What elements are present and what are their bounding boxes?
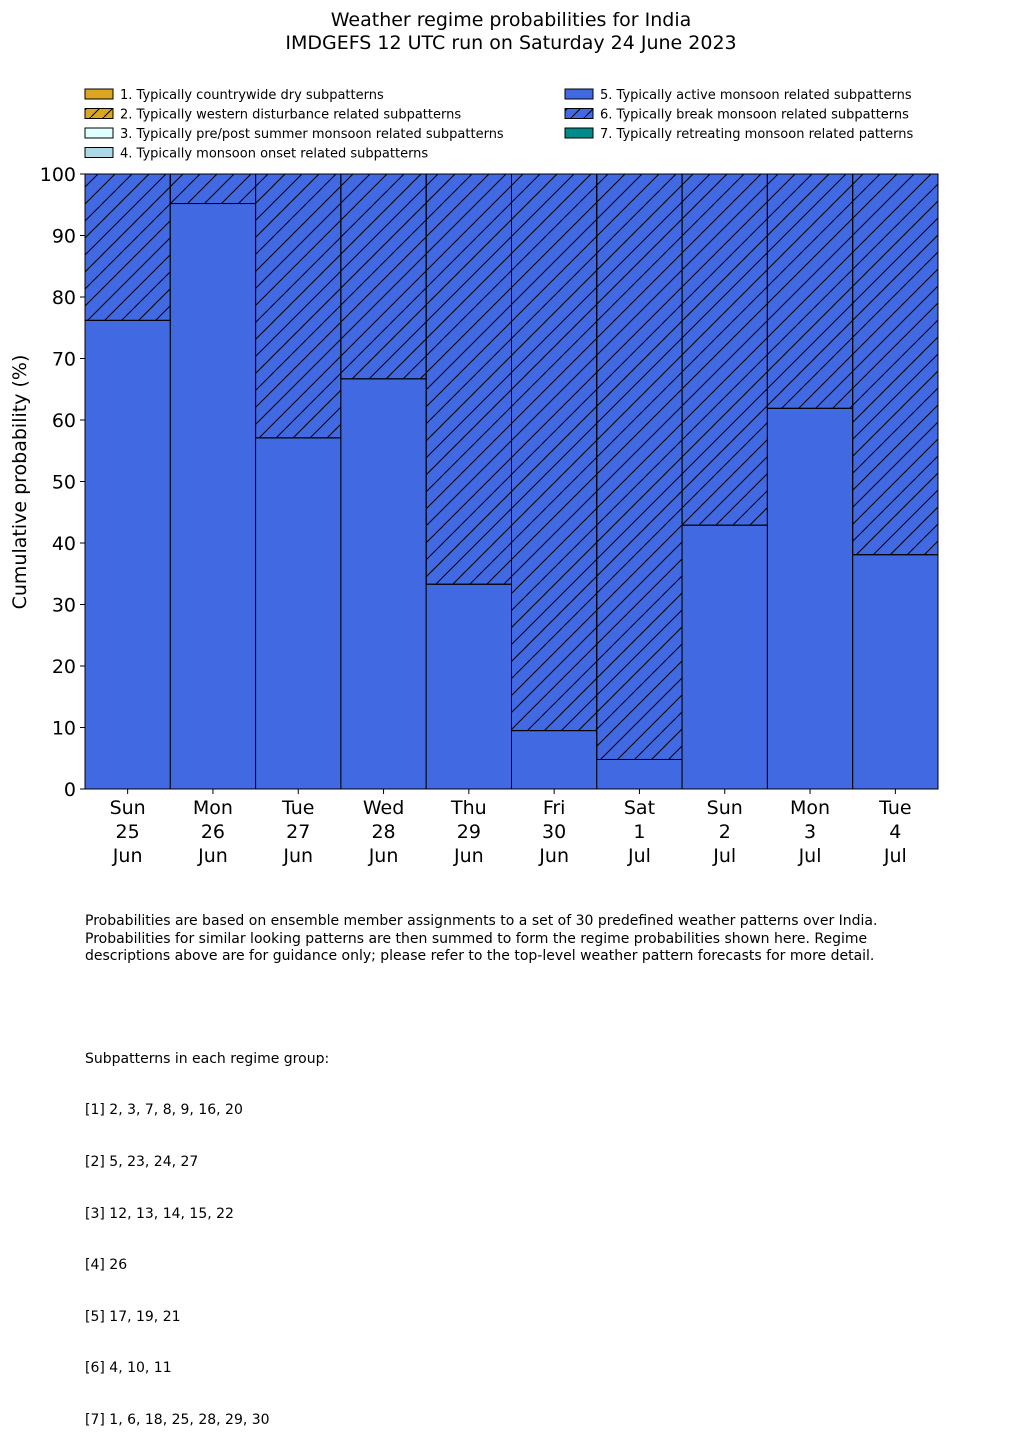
y-tick-label: 20	[52, 656, 76, 678]
y-tick-label: 90	[52, 226, 76, 248]
notes-group: [7] 1, 6, 18, 25, 28, 29, 30	[85, 1412, 270, 1429]
bar-segment	[596, 758, 683, 790]
bar-segment	[255, 437, 342, 790]
notes-group: [1] 2, 3, 7, 8, 9, 16, 20	[85, 1102, 243, 1119]
x-tick-label: Jun	[368, 845, 399, 867]
bar-hatch	[681, 173, 768, 526]
x-tick-label: Jun	[112, 845, 143, 867]
x-tick-label: Sat	[624, 797, 655, 819]
bar-segment	[84, 319, 171, 790]
x-tick-label: Tue	[878, 797, 911, 819]
x-tick-label: Jul	[798, 845, 822, 867]
legend: 1. Typically countrywide dry subpatterns…	[84, 88, 913, 162]
bar-hatch	[511, 173, 598, 732]
bar-segment	[425, 583, 513, 790]
notes-group: [4] 26	[85, 1257, 128, 1274]
notes: Probabilities are based on ensemble memb…	[85, 879, 877, 1447]
notes-description: Probabilities are based on ensemble memb…	[85, 913, 878, 964]
bar-hatch	[340, 173, 427, 380]
notes-group: [5] 17, 19, 21	[85, 1308, 181, 1325]
x-tick-label: 2	[719, 821, 731, 843]
y-tick-label: 60	[52, 410, 76, 432]
legend-swatch	[84, 127, 114, 139]
x-tick-label: Jul	[883, 845, 907, 867]
x-tick-label: Jun	[282, 845, 313, 867]
legend-swatch	[84, 147, 114, 158]
notes-group: [2] 5, 23, 24, 27	[85, 1154, 199, 1171]
bar-hatch	[596, 173, 683, 760]
x-tick-label: Wed	[363, 797, 404, 819]
legend-label: 4. Typically monsoon onset related subpa…	[120, 147, 428, 162]
bar-hatch	[766, 173, 854, 409]
y-tick-label: 50	[52, 472, 76, 494]
legend-swatch-hatch	[84, 108, 114, 119]
x-tick-label: 28	[371, 821, 395, 843]
x-tick-label: 27	[286, 821, 310, 843]
legend-swatch	[564, 88, 594, 100]
y-tick-label: 30	[52, 595, 76, 617]
x-tick-label: 25	[116, 821, 140, 843]
bar-segment	[681, 524, 768, 790]
chart-title: Weather regime probabilities for India	[331, 9, 692, 31]
x-tick-label: 26	[201, 821, 225, 843]
bar-segment	[852, 554, 939, 790]
y-tick-label: 80	[52, 287, 76, 309]
notes-group: [3] 12, 13, 14, 15, 22	[85, 1205, 234, 1222]
bar-segment	[340, 378, 427, 790]
x-tick-label: 30	[542, 821, 566, 843]
y-tick-label: 10	[52, 718, 76, 740]
x-tick-label: 1	[633, 821, 645, 843]
x-tick-label: Mon	[193, 797, 233, 819]
x-tick-label: 3	[804, 821, 816, 843]
bar-hatch	[425, 173, 513, 585]
bar-segment	[169, 203, 257, 790]
bar-segment	[511, 730, 598, 790]
x-tick-label: Sun	[110, 797, 146, 819]
x-tick-label: Thu	[450, 797, 487, 819]
y-tick-label: 40	[52, 533, 76, 555]
legend-label: 7. Typically retreating monsoon related …	[600, 127, 913, 142]
x-tick-label: Sun	[707, 797, 743, 819]
x-tick-label: Fri	[543, 797, 566, 819]
legend-swatch	[564, 127, 594, 139]
x-tick-label: 29	[457, 821, 481, 843]
axes: 0102030405060708090100Sun25JunMon26JunTu…	[40, 164, 939, 867]
legend-label: 6. Typically break monsoon related subpa…	[600, 108, 909, 123]
x-tick-label: 4	[889, 821, 901, 843]
y-axis-label: Cumulative probability (%)	[9, 355, 31, 610]
y-tick-label: 100	[40, 164, 76, 186]
bars	[84, 173, 939, 790]
x-tick-label: Jun	[453, 845, 484, 867]
legend-swatch-hatch	[564, 108, 594, 119]
x-tick-label: Mon	[790, 797, 830, 819]
bar-hatch	[852, 173, 939, 556]
bar-hatch	[169, 173, 257, 205]
bar-segment	[766, 407, 854, 790]
y-tick-label: 70	[52, 349, 76, 371]
x-tick-label: Jun	[197, 845, 228, 867]
notes-groups-heading: Subpatterns in each regime group:	[85, 1050, 330, 1067]
notes-group: [6] 4, 10, 11	[85, 1360, 172, 1377]
chart-subtitle: IMDGEFS 12 UTC run on Saturday 24 June 2…	[285, 32, 736, 54]
x-tick-label: Jun	[538, 845, 569, 867]
x-tick-label: Tue	[281, 797, 314, 819]
legend-label: 3. Typically pre/post summer monsoon rel…	[120, 127, 504, 142]
chart: Weather regime probabilities for India I…	[9, 9, 939, 867]
bar-hatch	[84, 173, 171, 321]
bar-hatch	[255, 173, 342, 439]
legend-label: 2. Typically western disturbance related…	[120, 108, 461, 123]
legend-label: 5. Typically active monsoon related subp…	[600, 88, 912, 103]
x-tick-label: Jul	[627, 845, 651, 867]
x-tick-label: Jul	[712, 845, 736, 867]
legend-label: 1. Typically countrywide dry subpatterns	[120, 88, 384, 103]
y-tick-label: 0	[64, 779, 76, 801]
legend-swatch	[84, 88, 114, 100]
